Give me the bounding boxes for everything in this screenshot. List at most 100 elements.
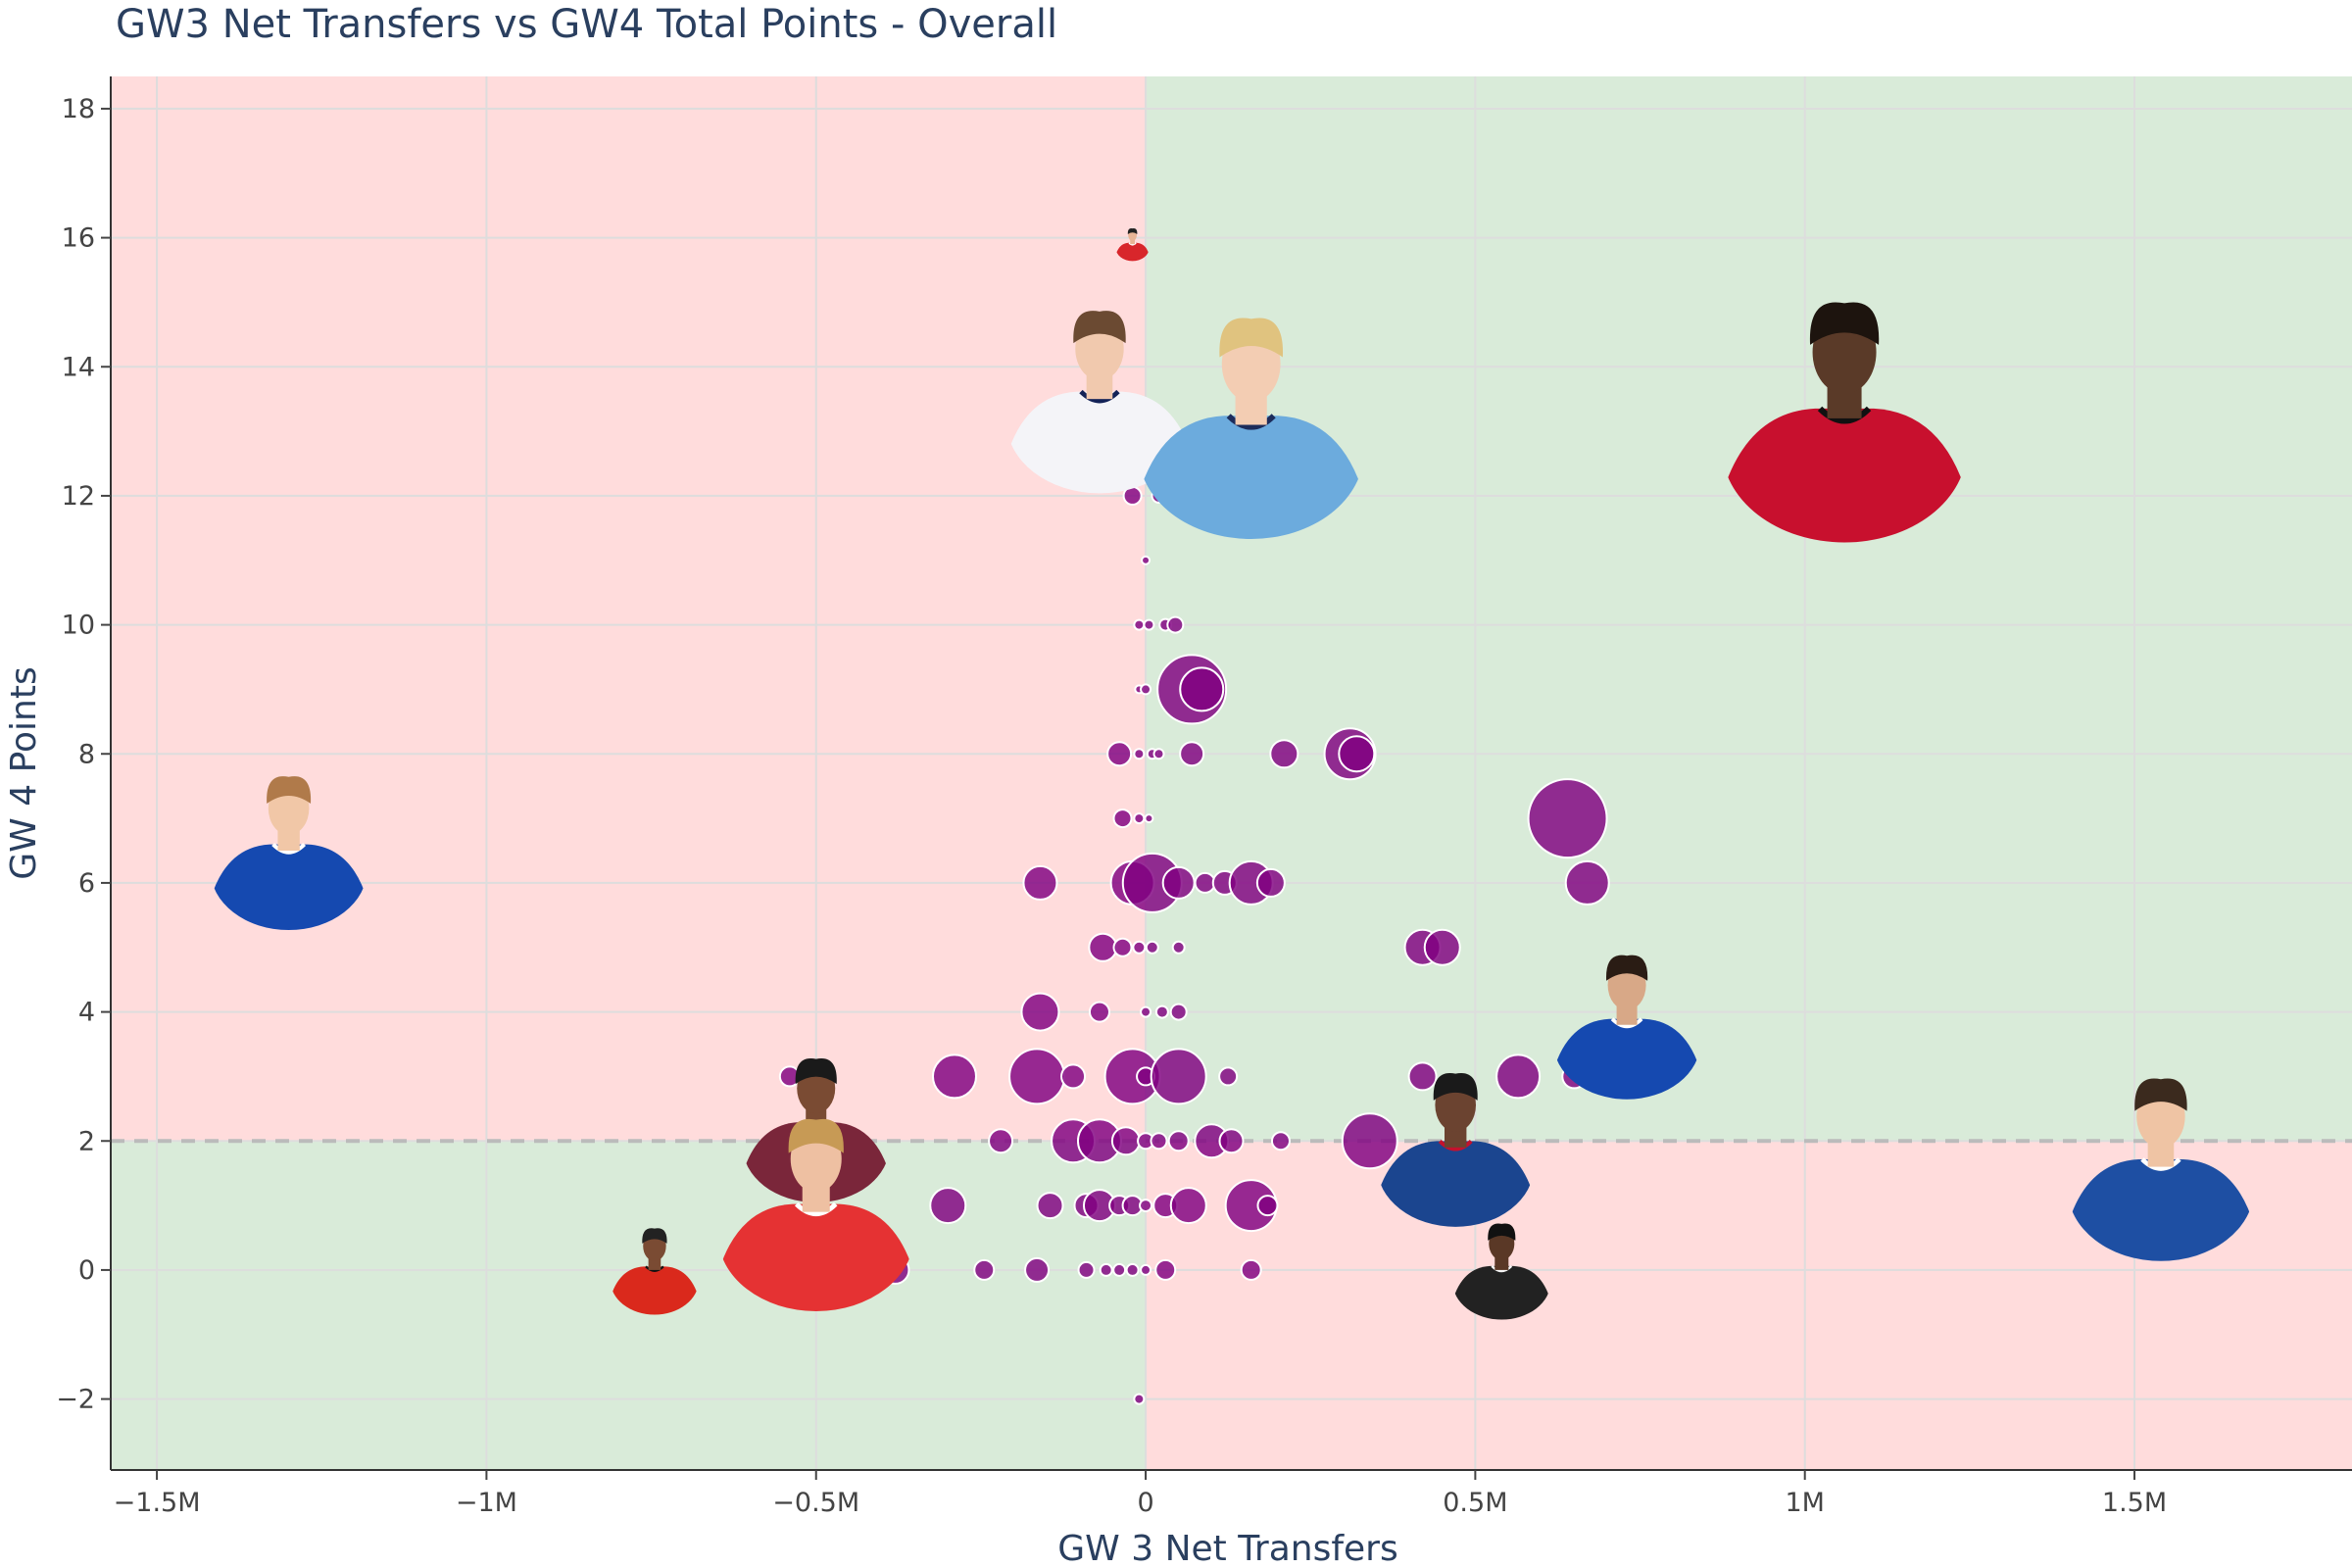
- player-hair: [1219, 318, 1284, 358]
- player-photo-icon: [1377, 1073, 1535, 1227]
- data-markers: [778, 485, 1610, 1405]
- data-point: [1125, 1262, 1140, 1277]
- data-point: [1132, 940, 1147, 955]
- player-photo-icon: [610, 1228, 699, 1315]
- data-point: [1423, 928, 1461, 966]
- data-point: [1161, 865, 1196, 900]
- x-tick-label: −1M: [456, 1488, 517, 1518]
- y-tick-label: 6: [78, 868, 95, 899]
- player-shirt: [1138, 416, 1364, 539]
- player-hair: [1073, 311, 1126, 344]
- data-point: [931, 1054, 977, 1100]
- data-point: [1140, 683, 1152, 696]
- y-tick-label: 0: [78, 1255, 95, 1286]
- data-point: [973, 1258, 996, 1281]
- player-hair: [642, 1228, 667, 1244]
- data-point: [1022, 864, 1058, 901]
- player-hair: [267, 776, 312, 804]
- y-tick-label: 4: [78, 998, 95, 1028]
- axes: [110, 76, 2352, 1471]
- data-point: [1169, 1187, 1207, 1225]
- x-tick-label: −1.5M: [114, 1488, 201, 1518]
- data-point: [1020, 992, 1060, 1032]
- y-tick-label: 10: [62, 611, 95, 641]
- y-tick-label: 16: [62, 223, 95, 254]
- chart-title: GW3 Net Transfers vs GW4 Total Points - …: [116, 2, 1057, 47]
- player-collar: [794, 1201, 838, 1217]
- data-point: [1088, 932, 1118, 962]
- player-hair: [788, 1118, 844, 1153]
- player-collar: [645, 1265, 664, 1272]
- x-tick-label: 0.5M: [1443, 1488, 1507, 1518]
- player-hair: [2134, 1078, 2187, 1111]
- data-point: [988, 1128, 1014, 1154]
- data-point: [1167, 1130, 1190, 1152]
- quadrant-top-left: [111, 76, 1147, 1142]
- player-collar: [1128, 242, 1137, 246]
- player-neck: [1616, 1004, 1638, 1025]
- x-tick-label: 1M: [1785, 1488, 1824, 1518]
- player-photo-icon: [1115, 228, 1150, 262]
- player-photos: [210, 228, 2254, 1320]
- data-point: [1110, 1126, 1141, 1156]
- data-point: [1106, 741, 1133, 767]
- quadrant-top-right: [1146, 76, 2352, 1142]
- x-tick-label: −0.5M: [772, 1488, 859, 1518]
- player-collar: [1610, 1017, 1643, 1029]
- data-point: [1218, 1066, 1239, 1087]
- player-shirt: [2067, 1158, 2254, 1261]
- player-hair: [795, 1057, 837, 1085]
- data-point: [1133, 1393, 1146, 1405]
- data-point: [1139, 1199, 1153, 1213]
- data-point: [1179, 741, 1205, 767]
- data-point: [1152, 748, 1165, 760]
- data-point: [1527, 778, 1608, 859]
- player-photo-icon: [1553, 955, 1701, 1100]
- player-neck: [1445, 1125, 1467, 1148]
- data-point: [1154, 1258, 1177, 1281]
- player-shirt: [1553, 1018, 1701, 1100]
- data-point: [1169, 1003, 1188, 1021]
- player-collar: [271, 843, 307, 855]
- player-shirt: [1377, 1141, 1535, 1227]
- player-shirt: [1452, 1265, 1551, 1320]
- data-point: [1143, 618, 1155, 631]
- data-point: [1166, 615, 1185, 634]
- data-point: [1341, 1112, 1398, 1170]
- data-point: [1407, 1061, 1438, 1092]
- data-point: [929, 1187, 967, 1225]
- y-tick-label: 18: [62, 94, 95, 124]
- data-point: [1036, 1192, 1064, 1220]
- data-point: [1140, 1005, 1152, 1018]
- player-photo-icon: [1138, 318, 1364, 539]
- player-hair: [1488, 1223, 1516, 1241]
- player-neck: [1494, 1255, 1509, 1270]
- x-tick-label: 0: [1137, 1488, 1153, 1518]
- data-point: [1495, 1054, 1542, 1100]
- player-hair: [1127, 228, 1138, 234]
- y-tick-label: −2: [56, 1385, 95, 1415]
- player-photo-icon: [210, 776, 368, 931]
- y-tick-label: 8: [78, 739, 95, 769]
- data-point: [1133, 812, 1146, 825]
- x-axis-ticks: −1.5M −1M −0.5M 0 0.5M 1M 1.5M: [114, 1470, 2167, 1518]
- data-point: [1088, 1001, 1110, 1023]
- player-shirt: [1722, 408, 1968, 543]
- data-point: [1133, 748, 1146, 760]
- player-neck: [648, 1257, 662, 1270]
- data-point: [1154, 1004, 1169, 1019]
- player-collar: [1817, 406, 1872, 424]
- data-point: [1008, 1048, 1066, 1105]
- player-collar: [1226, 414, 1276, 430]
- data-point: [1024, 1256, 1051, 1283]
- player-shirt: [1115, 242, 1150, 262]
- y-axis-title: GW 4 Points: [4, 666, 44, 879]
- y-tick-label: 14: [62, 352, 95, 382]
- player-shirt: [210, 844, 368, 931]
- plot-background: [111, 76, 2352, 1470]
- data-point: [1255, 867, 1286, 898]
- player-neck: [277, 828, 300, 851]
- data-point: [1256, 1195, 1279, 1217]
- y-tick-label: 2: [78, 1126, 95, 1156]
